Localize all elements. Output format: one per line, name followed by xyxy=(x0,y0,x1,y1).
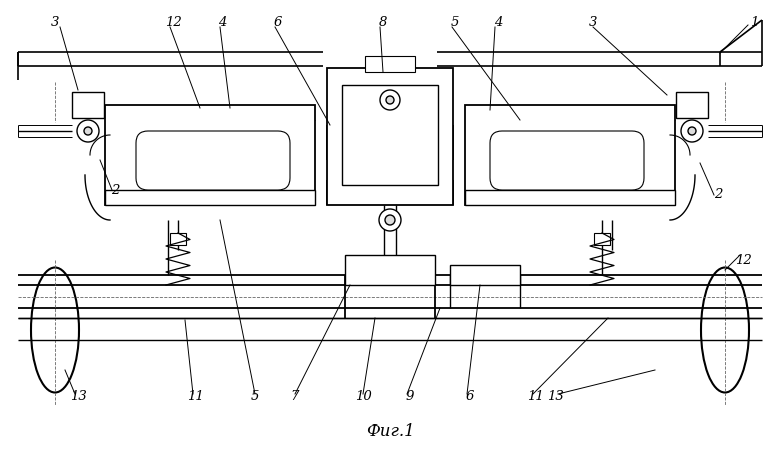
Text: 5: 5 xyxy=(251,391,259,404)
Text: 6: 6 xyxy=(274,17,282,30)
Text: 7: 7 xyxy=(291,391,300,404)
Text: 3: 3 xyxy=(51,17,59,30)
Text: 6: 6 xyxy=(466,391,474,404)
Circle shape xyxy=(385,215,395,225)
Text: 13: 13 xyxy=(547,391,563,404)
Circle shape xyxy=(380,90,400,110)
Ellipse shape xyxy=(31,267,79,392)
Text: Фиг.1: Фиг.1 xyxy=(366,423,414,441)
Text: 10: 10 xyxy=(355,391,371,404)
Circle shape xyxy=(379,209,401,231)
Text: 5: 5 xyxy=(451,17,459,30)
Bar xyxy=(345,255,435,285)
Circle shape xyxy=(681,120,703,142)
Circle shape xyxy=(84,127,92,135)
Text: 4: 4 xyxy=(218,17,226,30)
FancyBboxPatch shape xyxy=(490,131,644,190)
Bar xyxy=(594,233,610,245)
Bar xyxy=(72,92,104,118)
Bar xyxy=(676,92,708,118)
Bar xyxy=(105,105,315,205)
Bar xyxy=(327,68,453,205)
Circle shape xyxy=(688,127,696,135)
Text: 4: 4 xyxy=(494,17,502,30)
Text: 1: 1 xyxy=(750,15,758,28)
Text: 13: 13 xyxy=(69,391,87,404)
Text: 9: 9 xyxy=(406,391,414,404)
Text: 3: 3 xyxy=(589,17,597,30)
Text: 2: 2 xyxy=(111,184,119,197)
Text: 8: 8 xyxy=(379,17,387,30)
Bar xyxy=(365,56,415,72)
Bar xyxy=(465,105,675,205)
Bar xyxy=(465,190,675,205)
Text: 2: 2 xyxy=(714,189,722,202)
Bar xyxy=(105,190,315,205)
Text: 12: 12 xyxy=(735,253,751,266)
Ellipse shape xyxy=(701,267,749,392)
Bar xyxy=(342,85,438,185)
FancyBboxPatch shape xyxy=(136,131,290,190)
Circle shape xyxy=(386,96,394,104)
Circle shape xyxy=(77,120,99,142)
Bar xyxy=(450,265,520,285)
Text: 12: 12 xyxy=(165,17,182,30)
Text: 11: 11 xyxy=(526,391,544,404)
Text: 11: 11 xyxy=(186,391,204,404)
Bar xyxy=(170,233,186,245)
